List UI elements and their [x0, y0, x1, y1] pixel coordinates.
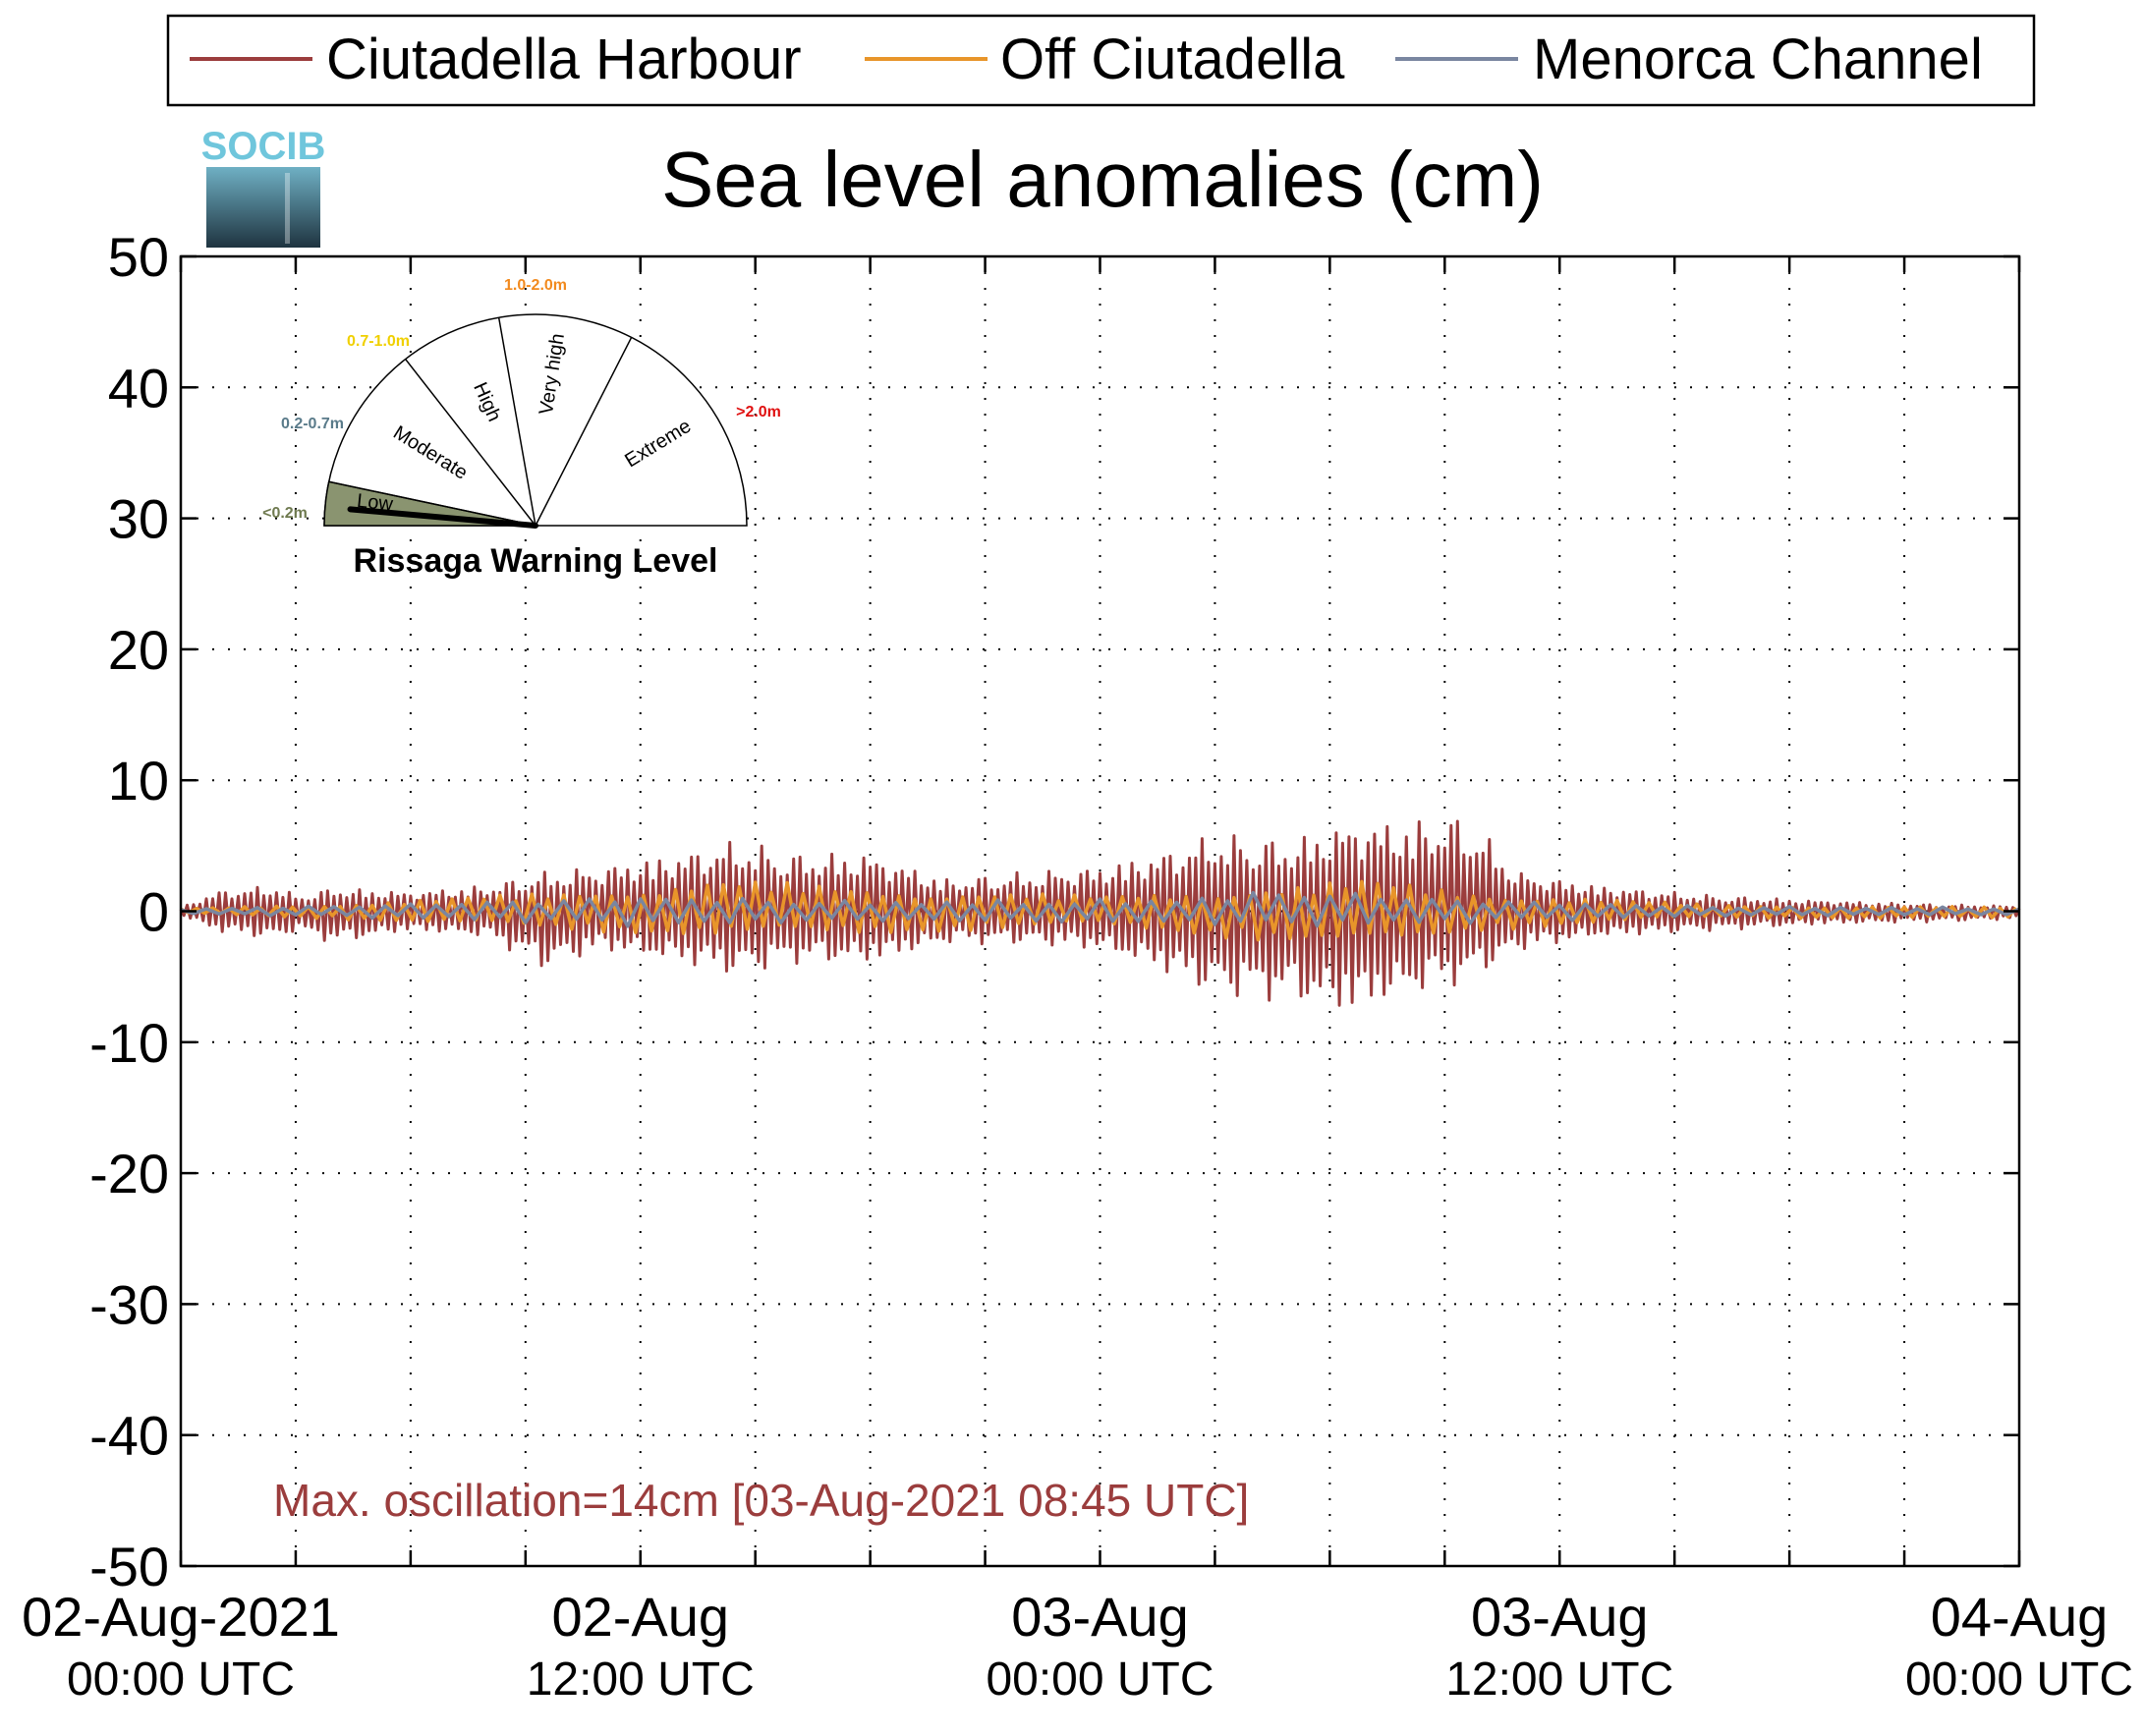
y-tick-label: -30: [89, 1273, 169, 1335]
x-tick-label-time: 12:00 UTC: [527, 1653, 755, 1706]
y-tick-label: 20: [108, 619, 169, 681]
legend-label-ciutadella-harbour: Ciutadella Harbour: [326, 28, 802, 91]
x-tick-label-date: 02-Aug: [551, 1586, 729, 1648]
gauge-divider: [328, 480, 536, 527]
y-tick-label: -20: [89, 1143, 169, 1204]
gauge-title: Rissaga Warning Level: [354, 542, 718, 580]
gauge-dial: [323, 313, 748, 527]
y-axis-tick-labels: 50 40 30 20 10 0 -10 -20 -30 -40 -50: [89, 226, 169, 1597]
y-tick-label: -10: [89, 1012, 169, 1074]
x-tick-label-time: 00:00 UTC: [986, 1653, 1214, 1706]
gauge-divider: [497, 317, 536, 527]
x-tick-label-time: 00:00 UTC: [67, 1653, 295, 1706]
y-tick-label: 30: [108, 488, 169, 550]
y-tick-label: 40: [108, 357, 169, 419]
gauge-range-label: 1.0-2.0m: [504, 277, 567, 294]
legend-label-menorca-channel: Menorca Channel: [1533, 28, 1983, 91]
axis-ticks: [179, 254, 2021, 1568]
gauge-range-label: <0.2m: [262, 505, 308, 522]
gauge-needle: [347, 506, 538, 529]
series-layer: [179, 819, 2021, 1007]
x-tick-label-time: 00:00 UTC: [1905, 1653, 2133, 1706]
series-line-ciutadella-harbour: [179, 819, 2021, 1007]
logo-text: SOCIB: [201, 125, 326, 168]
gauge-range-label: >2.0m: [736, 404, 781, 420]
legend: Ciutadella Harbour Off Ciutadella Menorc…: [166, 14, 2036, 107]
chart-title: Sea level anomalies (cm): [661, 136, 1544, 223]
x-tick-label-date: 03-Aug: [1471, 1586, 1649, 1648]
gauge-divider: [535, 337, 633, 527]
max-oscillation-annotation: Max. oscillation=14cm [03-Aug-2021 08:45…: [273, 1475, 1249, 1526]
x-tick-label-date: 04-Aug: [1931, 1586, 2109, 1648]
socib-logo: SOCIB: [201, 125, 326, 248]
legend-box: [166, 14, 2036, 107]
x-tick-label-time: 12:00 UTC: [1445, 1653, 1673, 1706]
x-tick-label-date: 02-Aug-2021: [22, 1586, 340, 1648]
y-tick-label: -50: [89, 1536, 169, 1597]
gauge-divider: [405, 359, 536, 527]
y-tick-label: 50: [108, 226, 169, 288]
logo-stripe: [285, 173, 290, 244]
y-tick-label: 0: [139, 881, 169, 943]
logo-block: [206, 167, 320, 248]
y-tick-label: -40: [89, 1405, 169, 1467]
series-line-menorca-channel: [180, 890, 2020, 928]
gauge-range-label: 0.7-1.0m: [347, 333, 410, 350]
gauge-range-label: 0.2-0.7m: [281, 416, 344, 432]
x-tick-label-date: 03-Aug: [1011, 1586, 1189, 1648]
y-tick-label: 10: [108, 750, 169, 812]
legend-label-off-ciutadella: Off Ciutadella: [1000, 28, 1345, 91]
